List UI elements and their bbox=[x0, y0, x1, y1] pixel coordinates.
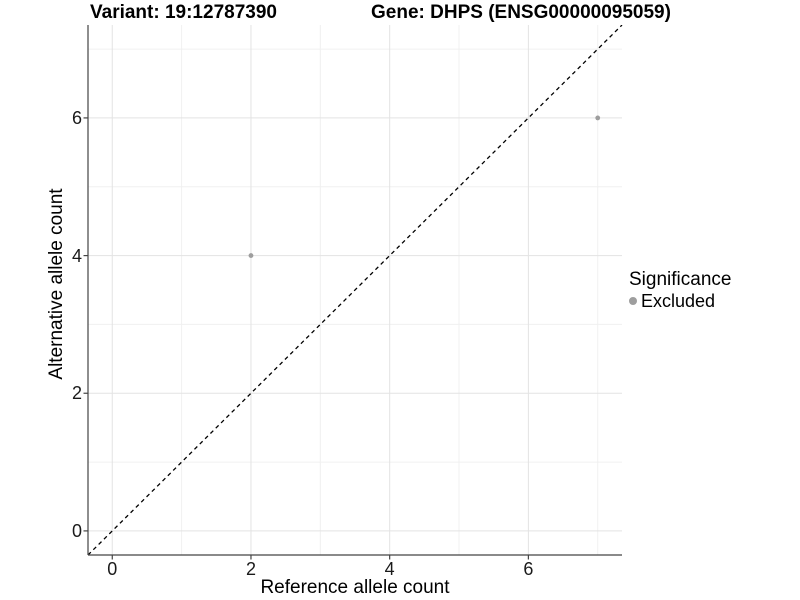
data-point bbox=[248, 253, 254, 258]
y-tick-label: 4 bbox=[71, 245, 82, 266]
x-tick-label: 2 bbox=[245, 559, 256, 579]
x-axis-title: Reference allele count bbox=[260, 577, 450, 598]
x-tick-label: 0 bbox=[107, 559, 118, 579]
x-tick-label: 6 bbox=[523, 559, 534, 579]
x-tick-label: 4 bbox=[384, 559, 395, 579]
legend: Significance Excluded bbox=[629, 269, 731, 312]
legend-item-label: Excluded bbox=[641, 290, 716, 311]
data-point bbox=[595, 115, 601, 121]
excluded-point-icon bbox=[629, 297, 637, 305]
legend-item-excluded: Excluded bbox=[629, 290, 731, 312]
y-tick-label: 0 bbox=[71, 520, 82, 541]
identity-dashed-line bbox=[87, 25, 623, 556]
y-tick-label: 2 bbox=[71, 383, 82, 404]
gene-title: Gene: DHPS (ENSG00000095059) bbox=[371, 2, 671, 23]
y-tick-label: 6 bbox=[71, 107, 82, 128]
chart-panel bbox=[83, 25, 623, 560]
y-axis-title: Alternative allele count bbox=[46, 188, 67, 380]
legend-title: Significance bbox=[629, 269, 732, 290]
variant-title: Variant: 19:12787390 bbox=[90, 2, 277, 23]
